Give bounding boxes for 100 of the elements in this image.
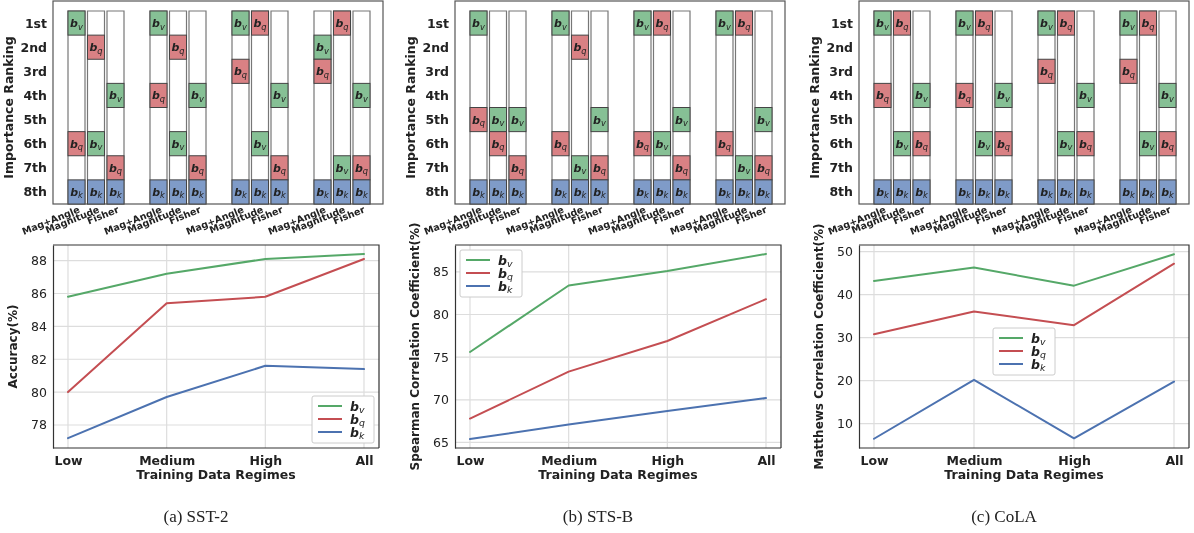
text: b$_{v}$ (171, 137, 185, 153)
line-series (67, 253, 365, 298)
text: b$_{q}$ (1121, 65, 1136, 80)
text: b$_{q}$ (1039, 65, 1054, 80)
text: b$_{k}$ (109, 185, 122, 201)
text: b$_{q}$ (471, 113, 486, 129)
text: b$_{v}$ (273, 89, 286, 104)
y-tick-label: 4th (425, 87, 449, 103)
y-tick-label: 80 (433, 307, 450, 323)
text: b$_{q}$ (1059, 17, 1073, 32)
text: b$_{v}$ (997, 89, 1010, 104)
text: b$_{q}$ (151, 89, 166, 104)
y-tick-label: 70 (433, 392, 450, 408)
x-tick-label: Medium (946, 452, 1003, 468)
text: b$_{q}$ (190, 161, 205, 177)
text: b$_{q}$ (573, 41, 587, 56)
y-tick-label: 65 (433, 434, 449, 450)
x-tick-label: All (1165, 452, 1184, 468)
y-tick-label: 8th (425, 184, 449, 200)
text: b$_{k}$ (89, 185, 103, 201)
text: b$_{v}$ (355, 89, 368, 104)
y-tick-label: 40 (837, 287, 854, 303)
text: b$_{v}$ (977, 137, 991, 153)
text: b$_{q}$ (491, 137, 505, 153)
y-tick-label: 5th (425, 112, 449, 128)
text: b$_{v}$ (876, 17, 889, 32)
text: b$_{v}$ (234, 17, 247, 32)
y-tick-label: 7th (829, 160, 853, 176)
text: b$_{v}$ (1141, 137, 1155, 153)
text: b$_{q}$ (737, 17, 751, 32)
text: b$_{k}$ (958, 185, 971, 201)
line-series (67, 257, 365, 394)
x-tick-label: Low (860, 452, 889, 468)
line-series (873, 378, 1175, 440)
text: b$_{q}$ (875, 89, 890, 104)
y-tick-label: 1st (24, 15, 48, 31)
y-tick-label: 50 (837, 244, 854, 260)
text: b$_{k}$ (472, 185, 485, 201)
x-tick-label: High (249, 452, 283, 468)
x-tick-label: High (651, 452, 685, 468)
text: b$_{k}$ (895, 185, 909, 201)
x-tick-label: All (757, 452, 776, 468)
text: b$_{v}$ (573, 161, 587, 177)
text: b$_{q}$ (233, 65, 248, 80)
text: b$_{k}$ (757, 185, 770, 201)
text: b$_{q}$ (914, 137, 929, 153)
text: b$_{q}$ (108, 161, 123, 177)
text: b$_{q}$ (717, 137, 732, 153)
y-axis-title: Accuracy(%) (6, 304, 20, 389)
y-tick-label: 6th (829, 136, 853, 152)
text: b$_{v}$ (655, 137, 669, 153)
text: b$_{k}$ (191, 185, 204, 201)
text: b$_{q}$ (655, 17, 669, 32)
y-tick-label: 10 (837, 416, 854, 432)
text: b$_{v}$ (1059, 137, 1073, 153)
text: b$_{q}$ (171, 41, 185, 56)
text: b$_{q}$ (996, 137, 1011, 153)
text: b$_{q}$ (272, 161, 287, 177)
line-series (469, 298, 767, 420)
y-tick-label: 5th (829, 112, 853, 128)
text: b$_{k}$ (1059, 185, 1073, 201)
y-tick-label: 2nd (826, 39, 853, 55)
text: b$_{v}$ (316, 41, 329, 56)
text: b$_{q}$ (89, 41, 103, 56)
text: b$_{q}$ (592, 161, 607, 177)
text: b$_{k}$ (1161, 185, 1174, 201)
y-tick-label: 80 (31, 384, 48, 400)
text: b$_{k}$ (718, 185, 731, 201)
text: b$_{v}$ (895, 137, 909, 153)
text: b$_{k}$ (997, 185, 1010, 201)
y-tick-label: 20 (837, 373, 854, 389)
text: b$_{q}$ (354, 161, 369, 177)
text: b$_{k}$ (335, 185, 349, 201)
text: b$_{k}$ (355, 185, 368, 201)
x-axis-title: Training Data Regimes (538, 467, 698, 482)
text: b$_{k}$ (655, 185, 669, 201)
text: b$_{v}$ (757, 113, 770, 129)
text: b$_{q}$ (635, 137, 650, 153)
text: b$_{v}$ (109, 89, 122, 104)
text: b$_{v}$ (915, 89, 928, 104)
text: b$_{q}$ (674, 161, 689, 177)
text: b$_{v}$ (152, 17, 165, 32)
y-tick-label: 2nd (20, 39, 47, 55)
text: b$_{k}$ (1122, 185, 1135, 201)
line-series (469, 397, 767, 441)
text: b$_{k}$ (915, 185, 928, 201)
text: (b) STS-B (562, 507, 634, 526)
text: b$_{v}$ (958, 17, 971, 32)
text: b$_{q}$ (756, 161, 771, 177)
text: b$_{v}$ (472, 17, 485, 32)
text: b$_{k}$ (70, 185, 83, 201)
text: b$_{q}$ (957, 89, 972, 104)
y-axis-title: Importance Ranking (1, 36, 16, 179)
line-series (67, 364, 365, 440)
y-tick-label: 88 (31, 253, 48, 269)
text: b$_{k}$ (491, 185, 505, 201)
text: b$_{k}$ (1040, 185, 1053, 201)
text: b$_{q}$ (315, 65, 330, 80)
x-tick-label: Medium (541, 452, 598, 468)
text: b$_{k}$ (234, 185, 247, 201)
